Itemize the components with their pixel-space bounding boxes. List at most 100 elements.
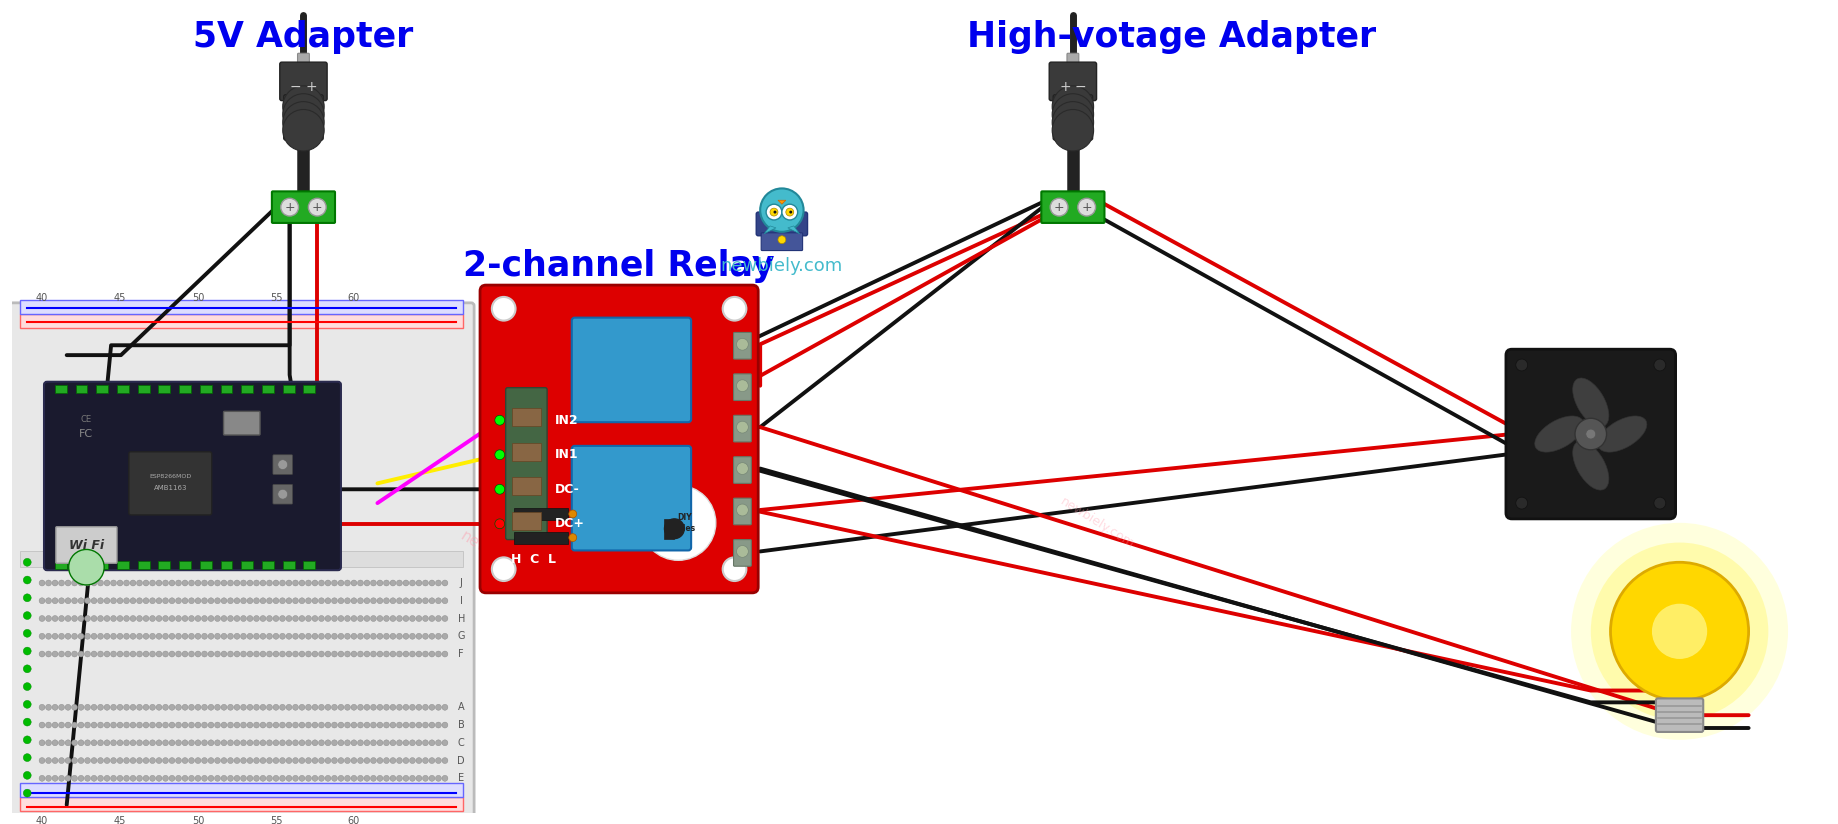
Circle shape bbox=[761, 189, 803, 232]
Circle shape bbox=[292, 775, 298, 781]
Circle shape bbox=[85, 616, 90, 621]
Circle shape bbox=[318, 757, 325, 764]
Circle shape bbox=[371, 740, 377, 746]
Circle shape bbox=[312, 634, 318, 639]
Circle shape bbox=[351, 722, 357, 728]
Circle shape bbox=[68, 550, 105, 585]
Circle shape bbox=[403, 634, 408, 639]
Circle shape bbox=[51, 722, 59, 728]
Circle shape bbox=[397, 740, 403, 746]
Circle shape bbox=[279, 580, 285, 586]
Circle shape bbox=[24, 771, 31, 780]
Circle shape bbox=[312, 616, 318, 621]
Circle shape bbox=[371, 634, 377, 639]
Circle shape bbox=[202, 775, 208, 781]
Circle shape bbox=[208, 757, 213, 764]
Circle shape bbox=[377, 722, 382, 728]
Circle shape bbox=[92, 651, 97, 657]
Circle shape bbox=[325, 705, 331, 710]
Circle shape bbox=[357, 740, 364, 746]
Circle shape bbox=[279, 616, 285, 621]
Circle shape bbox=[195, 634, 200, 639]
Polygon shape bbox=[765, 226, 776, 234]
Circle shape bbox=[279, 597, 285, 604]
Circle shape bbox=[338, 775, 344, 781]
Circle shape bbox=[436, 580, 441, 586]
Circle shape bbox=[351, 580, 357, 586]
Circle shape bbox=[428, 651, 436, 657]
Circle shape bbox=[241, 757, 246, 764]
Circle shape bbox=[176, 775, 182, 781]
Circle shape bbox=[364, 597, 369, 604]
Circle shape bbox=[325, 757, 331, 764]
Circle shape bbox=[130, 616, 136, 621]
Circle shape bbox=[279, 705, 285, 710]
Circle shape bbox=[423, 705, 428, 710]
Circle shape bbox=[123, 740, 129, 746]
Circle shape bbox=[318, 597, 325, 604]
Circle shape bbox=[39, 616, 44, 621]
Circle shape bbox=[568, 534, 577, 541]
Circle shape bbox=[233, 722, 241, 728]
Circle shape bbox=[156, 775, 162, 781]
Circle shape bbox=[176, 740, 182, 746]
Circle shape bbox=[202, 722, 208, 728]
Circle shape bbox=[325, 722, 331, 728]
Circle shape bbox=[1049, 199, 1068, 216]
Circle shape bbox=[118, 757, 123, 764]
Circle shape bbox=[182, 722, 187, 728]
Circle shape bbox=[410, 651, 415, 657]
FancyBboxPatch shape bbox=[1656, 699, 1704, 732]
FancyBboxPatch shape bbox=[733, 499, 752, 525]
Circle shape bbox=[59, 597, 64, 604]
Text: IN1: IN1 bbox=[555, 448, 579, 461]
Circle shape bbox=[423, 580, 428, 586]
Circle shape bbox=[92, 775, 97, 781]
Circle shape bbox=[390, 597, 395, 604]
Circle shape bbox=[85, 722, 90, 728]
Text: −: − bbox=[1075, 80, 1086, 94]
Circle shape bbox=[208, 705, 213, 710]
Bar bbox=[241, 385, 254, 392]
Circle shape bbox=[441, 757, 448, 764]
Circle shape bbox=[233, 651, 241, 657]
FancyBboxPatch shape bbox=[272, 485, 292, 504]
Circle shape bbox=[59, 616, 64, 621]
Circle shape bbox=[64, 616, 72, 621]
Circle shape bbox=[292, 634, 298, 639]
Circle shape bbox=[246, 580, 254, 586]
Text: 45: 45 bbox=[114, 293, 127, 303]
Circle shape bbox=[149, 740, 156, 746]
Circle shape bbox=[130, 651, 136, 657]
Circle shape bbox=[300, 722, 305, 728]
Circle shape bbox=[283, 86, 323, 127]
Circle shape bbox=[397, 580, 403, 586]
Circle shape bbox=[97, 705, 103, 710]
Circle shape bbox=[118, 597, 123, 604]
Circle shape bbox=[110, 722, 116, 728]
Text: 50: 50 bbox=[191, 816, 204, 824]
Circle shape bbox=[189, 634, 195, 639]
Circle shape bbox=[493, 297, 515, 321]
Circle shape bbox=[267, 616, 272, 621]
Text: +: + bbox=[1059, 80, 1072, 94]
Circle shape bbox=[254, 740, 259, 746]
Circle shape bbox=[105, 740, 110, 746]
FancyBboxPatch shape bbox=[44, 382, 340, 570]
Circle shape bbox=[254, 722, 259, 728]
Circle shape bbox=[364, 775, 369, 781]
Circle shape bbox=[77, 705, 85, 710]
Circle shape bbox=[403, 616, 408, 621]
Circle shape bbox=[72, 775, 77, 781]
Circle shape bbox=[59, 740, 64, 746]
Circle shape bbox=[51, 580, 59, 586]
Circle shape bbox=[189, 740, 195, 746]
Circle shape bbox=[24, 754, 31, 761]
Circle shape bbox=[305, 705, 311, 710]
Circle shape bbox=[64, 634, 72, 639]
Circle shape bbox=[110, 580, 116, 586]
Circle shape bbox=[77, 651, 85, 657]
Circle shape bbox=[136, 740, 143, 746]
Circle shape bbox=[136, 775, 143, 781]
Circle shape bbox=[24, 611, 31, 620]
